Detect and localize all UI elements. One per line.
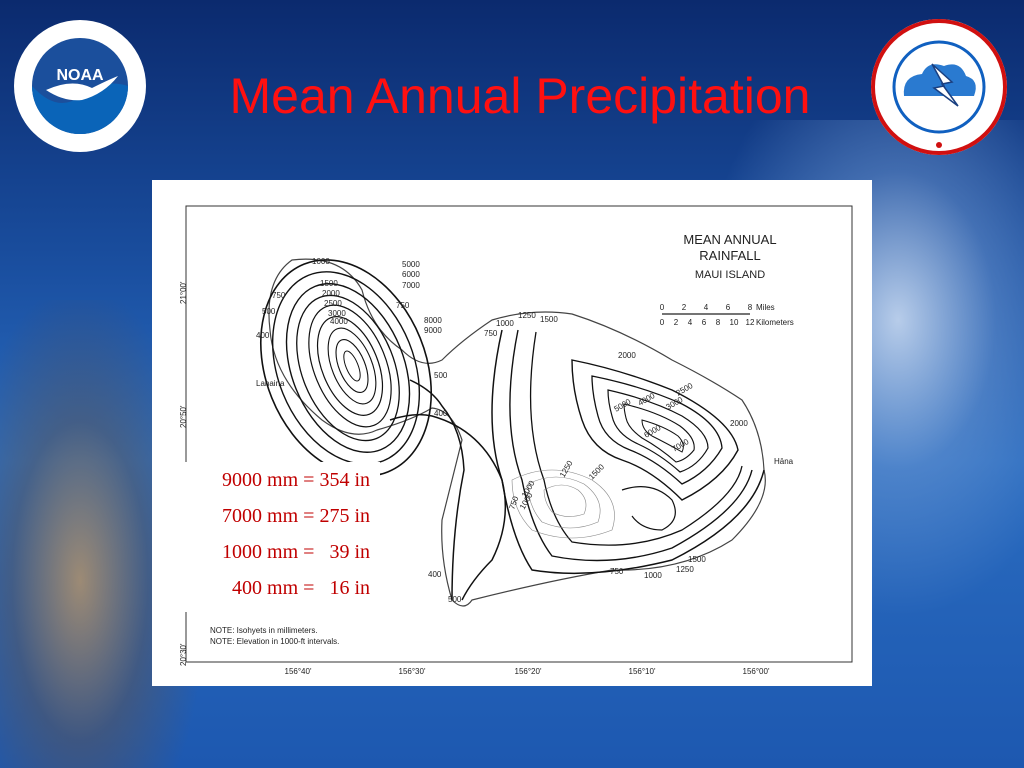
map-note-elevation: NOTE: Elevation in 1000-ft intervals. <box>210 637 339 646</box>
scale-miles-tick: 2 <box>682 303 687 312</box>
scale-miles-tick: 0 <box>660 303 665 312</box>
latitude-tick: 20°30' <box>179 643 188 666</box>
isohyet-label: 1250 <box>518 311 536 320</box>
isohyet-label: 500 <box>262 307 276 316</box>
longitude-tick: 156°10' <box>629 667 656 676</box>
scale-km-tick: 6 <box>702 318 707 327</box>
isohyet-label: 1500 <box>320 279 338 288</box>
maui-coastline <box>268 258 766 607</box>
isohyet-label: 1000 <box>496 319 514 328</box>
isohyet-labels-west: 1000 750 500 400 1500 2000 2500 3000 400… <box>256 257 442 340</box>
map-title-line-3: MAUI ISLAND <box>695 269 765 281</box>
scale-km-tick: 10 <box>730 318 739 327</box>
isohyet-label: 3000 <box>328 309 346 318</box>
isohyet-label: 4000 <box>330 317 348 326</box>
conversion-line: 400 mm = 16 in <box>232 577 370 599</box>
isohyet-label: 5000 <box>613 397 633 414</box>
scale-miles-tick: 4 <box>704 303 709 312</box>
isohyet-label: 400 <box>434 409 448 418</box>
isohyet-label: 1000 <box>312 257 330 266</box>
isohyet-label: 2000 <box>322 289 340 298</box>
conversion-line: 7000 mm = 275 in <box>222 505 370 527</box>
isohyet-label: 750 <box>484 329 498 338</box>
latitude-tick: 20°50' <box>179 405 188 428</box>
isohyet-label: 750 <box>507 495 520 511</box>
scale-km-tick: 8 <box>716 318 721 327</box>
scale-km-tick: 4 <box>688 318 693 327</box>
latitude-tick: 21°00' <box>179 281 188 304</box>
noaa-logo-text: NOAA <box>56 67 104 84</box>
isohyet-label: 6000 <box>402 270 420 279</box>
scale-km-tick: 12 <box>746 318 755 327</box>
west-maui-isohyets <box>259 259 433 477</box>
longitude-tick: 156°20' <box>515 667 542 676</box>
isohyet-label: 2000 <box>730 419 748 428</box>
isohyet-label: 750 <box>610 567 624 576</box>
map-scale-bar: 0 2 4 6 8 Miles 0 2 4 6 8 10 12 Kilomete… <box>660 303 794 327</box>
isohyet-label: 2000 <box>618 351 636 360</box>
isohyet-labels-east: 1250 1000 750 1500 2000 2500 3000 4000 5… <box>484 311 748 580</box>
conversion-line: 1000 mm = 39 in <box>222 541 370 563</box>
map-title-line-1: MEAN ANNUAL <box>683 232 776 247</box>
scale-km-tick: 2 <box>674 318 679 327</box>
isohyet-label: 1250 <box>676 565 694 574</box>
scale-km-unit: Kilometers <box>756 318 794 327</box>
isohyet-label: 8000 <box>424 316 442 325</box>
isohyet-label: 1250 <box>558 459 575 479</box>
slide-title: Mean Annual Precipitation <box>229 68 811 124</box>
isohyet-label: 750 <box>272 291 286 300</box>
isohyet-label: 500 <box>448 595 462 604</box>
conversion-line: 9000 mm = 354 in <box>222 469 370 491</box>
longitude-tick: 156°00' <box>743 667 770 676</box>
east-maui-isohyets <box>491 329 765 575</box>
national-weather-service-logo-icon <box>871 19 1007 155</box>
scale-miles-tick: 8 <box>748 303 753 312</box>
isohyet-label: 7000 <box>402 281 420 290</box>
isohyet-label: 400 <box>256 331 270 340</box>
isohyet-label: 1500 <box>688 555 706 564</box>
isohyet-label: 500 <box>434 371 448 380</box>
isohyet-label: 750 <box>396 301 410 310</box>
scale-km-tick: 0 <box>660 318 665 327</box>
place-label-lahaina: Lahaina <box>256 379 285 388</box>
place-label-hana: Hāna <box>774 457 794 466</box>
isohyet-label: 400 <box>428 570 442 579</box>
isohyet-label: 2500 <box>324 299 342 308</box>
scale-miles-tick: 6 <box>726 303 731 312</box>
isohyet-labels-middle: 500 400 750 1000 400 500 <box>428 371 535 604</box>
longitude-tick: 156°30' <box>399 667 426 676</box>
isohyet-label: 2500 <box>675 381 695 398</box>
isohyet-label: 6000 <box>643 423 663 440</box>
elevation-contours <box>511 469 615 539</box>
isohyet-label: 1500 <box>587 462 606 481</box>
rainfall-map-drawing: MEAN ANNUAL RAINFALL MAUI ISLAND 0 2 4 6… <box>179 205 853 676</box>
longitude-tick: 156°40' <box>285 667 312 676</box>
map-title-line-2: RAINFALL <box>699 248 760 263</box>
noaa-logo-icon: NOAA <box>14 20 146 152</box>
isohyet-label: 9000 <box>424 326 442 335</box>
map-note-isohyets: NOTE: Isohyets in millimeters. <box>210 626 318 635</box>
unit-conversion-box: 9000 mm = 354 in 7000 mm = 275 in 1000 m… <box>172 462 380 612</box>
scale-miles-unit: Miles <box>756 303 775 312</box>
isohyet-label: 1000 <box>644 571 662 580</box>
isohyet-label: 5000 <box>402 260 420 269</box>
isohyet-label: 1500 <box>540 315 558 324</box>
